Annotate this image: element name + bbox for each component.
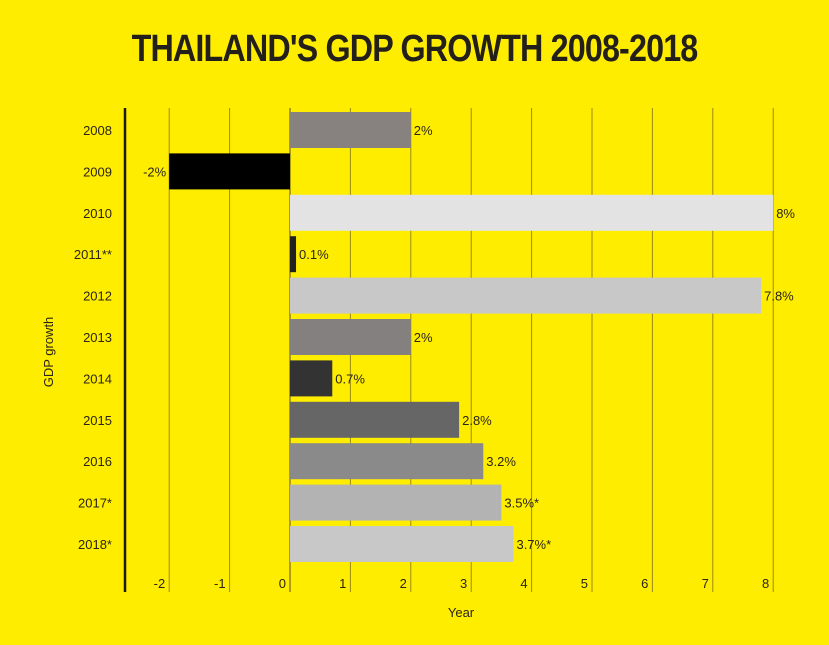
bar — [290, 401, 460, 438]
bar — [290, 236, 297, 273]
x-axis-title: Year — [448, 605, 475, 620]
bar — [290, 112, 411, 148]
bar — [290, 484, 502, 521]
x-tick-label: 1 — [339, 576, 346, 591]
bar — [290, 360, 333, 397]
y-tick-label: 2012 — [83, 289, 112, 304]
data-label: 3.7%* — [516, 537, 551, 552]
y-tick-label: 2008 — [83, 123, 112, 138]
x-tick-label: 3 — [460, 576, 467, 591]
data-label: -2% — [143, 164, 167, 179]
y-tick-label: 2015 — [83, 413, 112, 428]
data-label: 2% — [414, 123, 433, 138]
y-axis-title: GDP growth — [41, 317, 56, 388]
data-label: 3.5%* — [504, 496, 539, 511]
chart-title: THAILAND'S GDP GROWTH 2008-2018 — [131, 28, 699, 70]
y-tick-label: 2010 — [83, 206, 112, 221]
bar — [290, 443, 484, 480]
y-tick-label: 2016 — [83, 454, 112, 469]
data-label: 2.8% — [462, 413, 492, 428]
y-tick-label: 2011** — [74, 247, 112, 262]
x-tick-label: -1 — [214, 576, 226, 591]
data-label: 7.8% — [764, 289, 794, 304]
x-tick-label: 8 — [762, 576, 769, 591]
y-tick-label: 2013 — [83, 330, 112, 345]
data-label: 0.7% — [335, 371, 365, 386]
data-label: 8% — [776, 206, 795, 221]
y-tick-label: 2009 — [83, 164, 112, 179]
bar — [290, 319, 411, 355]
x-tick-label: -2 — [154, 576, 166, 591]
x-tick-label: 6 — [641, 576, 648, 591]
y-tick-label: 2017* — [78, 496, 112, 511]
x-tick-label: 2 — [400, 576, 407, 591]
bar — [290, 277, 762, 314]
data-label: 2% — [414, 330, 433, 345]
bar — [290, 194, 774, 231]
y-tick-label: 2014 — [83, 371, 112, 386]
data-label: 0.1% — [299, 247, 329, 262]
x-tick-label: 5 — [581, 576, 588, 591]
x-tick-label: 4 — [520, 576, 527, 591]
x-tick-label: 7 — [702, 576, 709, 591]
data-label: 3.2% — [486, 454, 516, 469]
y-tick-label: 2018* — [78, 537, 112, 552]
bar — [290, 526, 514, 562]
bar — [169, 153, 290, 190]
x-tick-label: 0 — [279, 576, 286, 591]
